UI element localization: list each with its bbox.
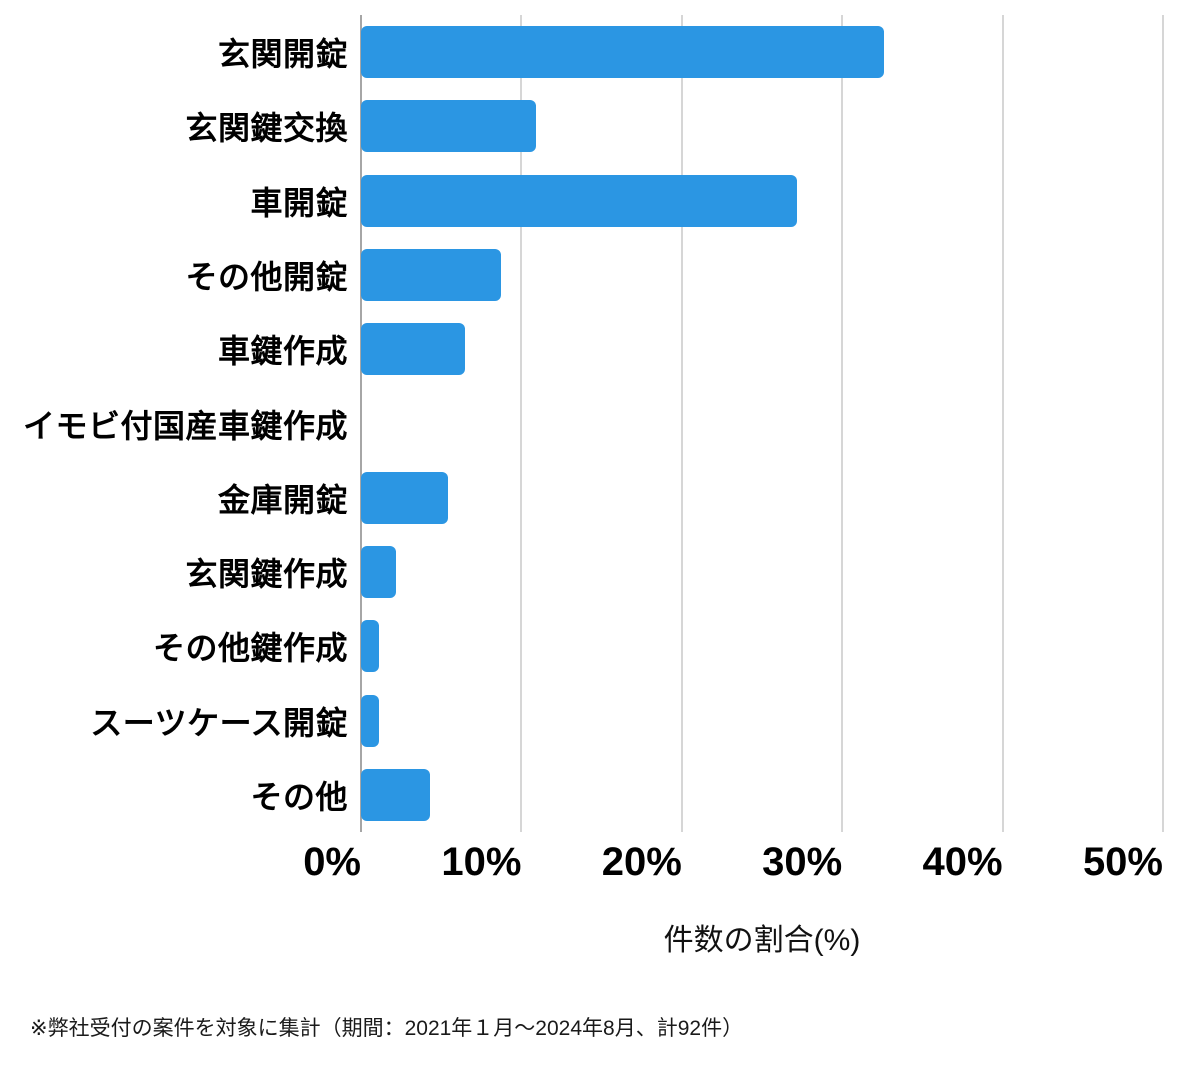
- gridline: [520, 15, 523, 832]
- x-tick-label: 10%: [441, 840, 522, 884]
- y-axis-label: 玄関鍵交換: [185, 110, 348, 147]
- bar: [361, 620, 379, 673]
- gridline: [1001, 15, 1004, 832]
- bar: [361, 248, 501, 301]
- bar: [361, 323, 466, 376]
- y-axis-label: その他: [250, 778, 348, 815]
- y-axis-label: その他開錠: [185, 258, 348, 295]
- y-axis-label: 車開錠: [250, 184, 348, 221]
- bar: [361, 26, 884, 79]
- bar: [361, 174, 798, 227]
- x-axis-ticks: 0% 10% 20% 30% 40% 50%: [303, 840, 1163, 890]
- y-axis-label: 車鍵作成: [217, 333, 348, 370]
- x-tick-label: 30%: [762, 840, 843, 884]
- bar: [361, 768, 430, 821]
- y-axis-label: その他鍵作成: [152, 630, 348, 667]
- y-axis-label: 金庫開錠: [217, 481, 348, 518]
- bar: [361, 100, 536, 153]
- y-axis-label: スーツケース開錠: [90, 704, 348, 741]
- y-axis-label: 玄関開錠: [217, 36, 348, 73]
- gridline: [841, 15, 844, 832]
- y-axis-label: イモビ付国産車鍵作成: [22, 407, 348, 444]
- gridline: [1162, 15, 1164, 832]
- plot-area: [360, 15, 1164, 832]
- x-axis-title: 件数の割合(%): [663, 924, 861, 957]
- chart-footnote: ※弊社受付の案件を対象に集計（期間：2021年１月～2024年8月、計92件）: [30, 1017, 744, 1040]
- x-tick-label: 50%: [1082, 840, 1163, 884]
- y-axis-line: [360, 15, 362, 832]
- x-tick-label: 40%: [922, 840, 1003, 884]
- x-tick-label: 0%: [303, 840, 361, 884]
- y-axis-label: 玄関鍵作成: [185, 556, 348, 593]
- bar: [361, 694, 379, 747]
- bar: [361, 546, 397, 599]
- y-axis-labels: 玄関開錠玄関鍵交換車開錠その他開錠車鍵作成イモビ付国産車鍵作成金庫開錠玄関鍵作成…: [0, 15, 348, 832]
- gridline: [680, 15, 683, 832]
- x-tick-label: 20%: [601, 840, 682, 884]
- bar: [361, 471, 448, 524]
